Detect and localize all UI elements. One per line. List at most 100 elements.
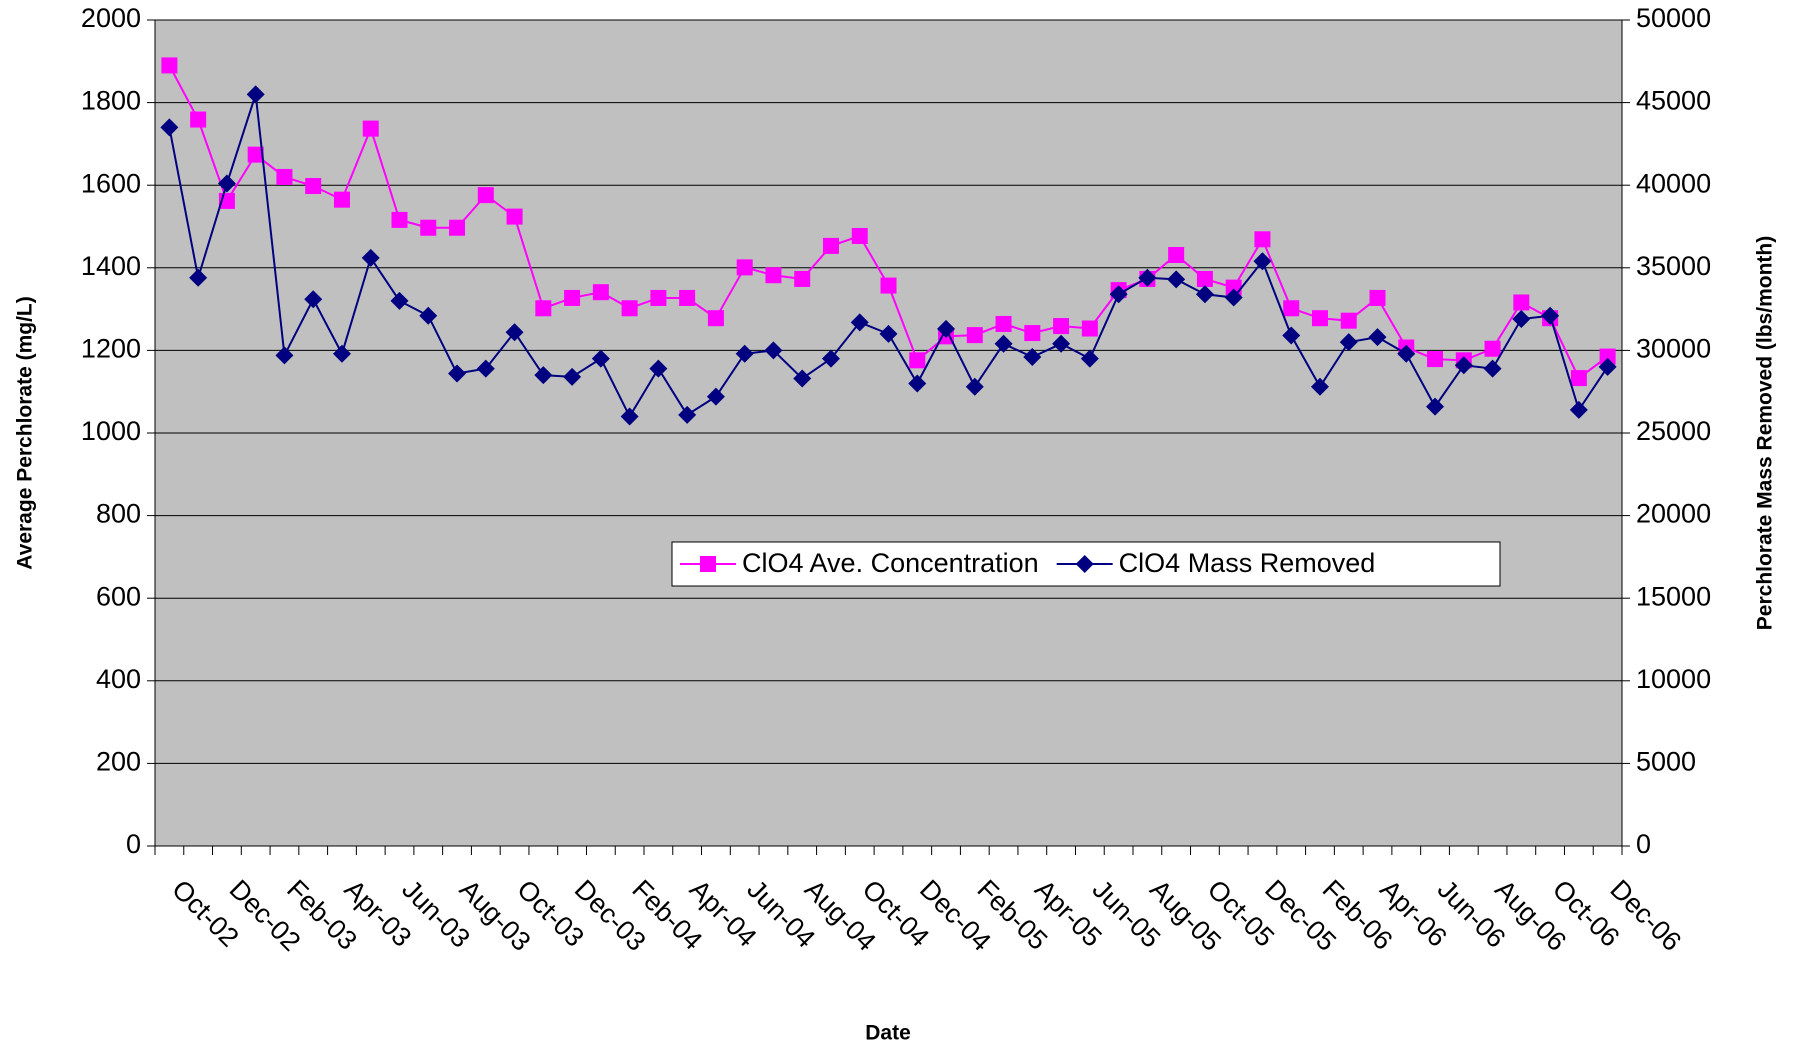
y-tick-label: 1200: [81, 334, 141, 364]
marker: [1168, 246, 1185, 263]
marker: [563, 367, 582, 386]
marker: [420, 219, 437, 236]
marker: [535, 300, 552, 317]
marker: [506, 208, 523, 225]
marker: [1253, 252, 1272, 271]
marker: [908, 374, 927, 393]
marker: [1599, 348, 1616, 365]
marker: [994, 334, 1013, 353]
marker: [1080, 349, 1099, 368]
marker: [793, 369, 812, 388]
marker: [1167, 270, 1186, 289]
marker: [390, 291, 409, 310]
marker: [476, 359, 495, 378]
marker: [333, 191, 350, 208]
marker: [1138, 268, 1157, 287]
y-tick-label: 1600: [81, 168, 141, 198]
marker: [620, 407, 639, 426]
marker: [1196, 270, 1213, 287]
marker: [764, 341, 783, 360]
y2-tick-label: 35000: [1636, 251, 1711, 281]
marker: [649, 359, 668, 378]
legend-marker: [1075, 555, 1094, 573]
marker: [1426, 397, 1445, 416]
marker: [850, 313, 869, 332]
marker: [1570, 370, 1587, 387]
marker: [735, 344, 754, 363]
y-tick-label: 200: [96, 747, 141, 777]
marker: [362, 120, 379, 137]
marker: [332, 344, 351, 363]
marker: [909, 352, 926, 369]
marker: [621, 300, 638, 317]
marker: [1081, 320, 1098, 337]
marker: [1053, 318, 1070, 335]
marker: [361, 248, 380, 267]
marker: [966, 327, 983, 344]
marker: [304, 290, 323, 309]
marker: [419, 306, 438, 325]
marker: [305, 178, 322, 195]
y2-axis-title: Perchlorate Mass Removed (lbs/month): [1754, 236, 1777, 630]
marker: [1369, 289, 1386, 306]
marker: [679, 289, 696, 306]
y2-tick-label: 15000: [1636, 581, 1711, 611]
marker: [1024, 325, 1041, 342]
y2-tick-label: 45000: [1636, 86, 1711, 116]
marker: [995, 315, 1012, 332]
marker: [1310, 377, 1329, 396]
y2-tick-label: 10000: [1636, 664, 1711, 694]
x-tick-label: Dec-06: [1604, 874, 1687, 957]
marker: [1484, 340, 1501, 357]
y-tick-label: 800: [96, 499, 141, 529]
marker: [160, 118, 179, 137]
marker: [1254, 231, 1271, 248]
y-tick-label: 2000: [81, 3, 141, 33]
legend-label: ClO4 Ave. Concentration: [742, 548, 1039, 578]
marker: [650, 289, 667, 306]
marker: [822, 237, 839, 254]
marker: [794, 270, 811, 287]
marker: [276, 168, 293, 185]
legend-label: ClO4 Mass Removed: [1119, 548, 1376, 578]
marker: [1224, 288, 1243, 307]
y2-tick-label: 30000: [1636, 334, 1711, 364]
marker: [247, 146, 264, 163]
marker: [591, 349, 610, 368]
marker: [564, 289, 581, 306]
marker: [1513, 294, 1530, 311]
y-tick-label: 400: [96, 664, 141, 694]
y2-tick-label: 25000: [1636, 416, 1711, 446]
marker: [1195, 285, 1214, 304]
marker: [505, 323, 524, 342]
marker: [1541, 306, 1560, 325]
marker: [1427, 351, 1444, 368]
marker: [1023, 348, 1042, 367]
marker: [879, 324, 898, 343]
marker: [706, 387, 725, 406]
marker: [937, 319, 956, 338]
marker: [246, 85, 265, 104]
y-tick-label: 1000: [81, 416, 141, 446]
marker: [678, 405, 697, 424]
marker: [190, 111, 207, 128]
y-tick-label: 1400: [81, 251, 141, 281]
marker: [707, 310, 724, 327]
y2-tick-label: 5000: [1636, 747, 1696, 777]
marker: [880, 277, 897, 294]
marker: [1483, 359, 1502, 378]
marker: [391, 211, 408, 228]
marker: [477, 187, 494, 204]
x-axis-title: Date: [865, 1022, 911, 1045]
marker: [765, 267, 782, 284]
marker: [1311, 310, 1328, 327]
marker: [1109, 285, 1128, 304]
marker: [1454, 356, 1473, 375]
y2-tick-label: 50000: [1636, 3, 1711, 33]
y-tick-label: 0: [126, 829, 141, 859]
marker: [1598, 357, 1617, 376]
marker: [1340, 312, 1357, 329]
marker: [161, 57, 178, 74]
marker: [1512, 310, 1531, 329]
